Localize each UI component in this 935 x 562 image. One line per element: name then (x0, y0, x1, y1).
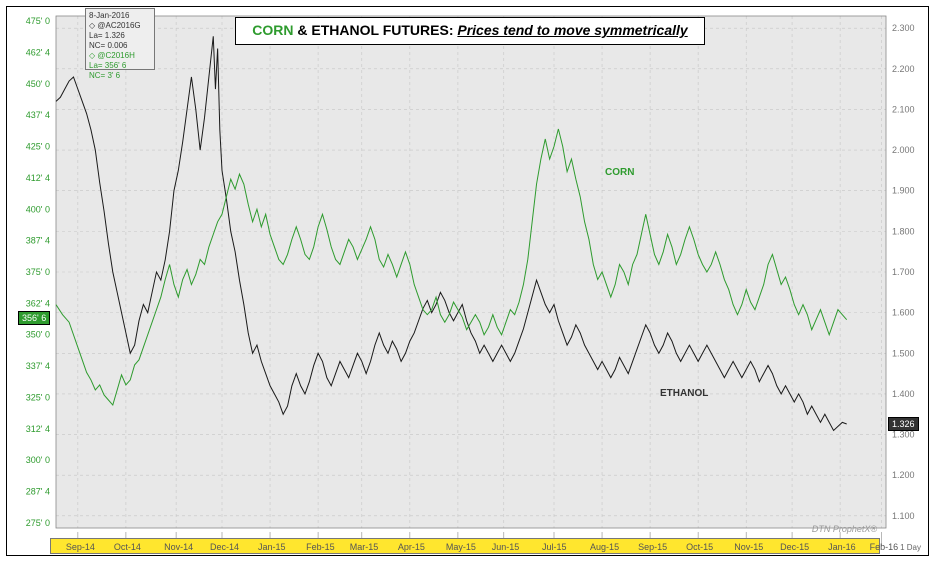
x-tick-label: Jan-15 (258, 542, 286, 552)
svg-text:1.600: 1.600 (892, 308, 915, 318)
svg-text:300' 0: 300' 0 (26, 455, 50, 465)
svg-text:400' 0: 400' 0 (26, 204, 50, 214)
x-tick-label: Dec-15 (780, 542, 809, 552)
legend-s1-nc: NC= 0.006 (89, 41, 151, 51)
x-tick-label: Feb-16 (870, 542, 899, 552)
svg-text:2.300: 2.300 (892, 23, 915, 33)
svg-text:1.300: 1.300 (892, 430, 915, 440)
svg-text:1.100: 1.100 (892, 511, 915, 521)
title-box: CORN & ETHANOL FUTURES: Prices tend to m… (235, 17, 705, 45)
corn-series-label: CORN (605, 167, 634, 178)
legend-box: 8-Jan-2016 ◇ @AC2016G La= 1.326 NC= 0.00… (85, 8, 155, 70)
svg-text:362' 4: 362' 4 (26, 298, 50, 308)
legend-s2-sym: ◇ @C2016H (89, 51, 151, 61)
title-corn: CORN (252, 22, 293, 38)
x-tick-label: May-15 (446, 542, 476, 552)
x-tick-label: Aug-15 (590, 542, 619, 552)
plot-area: 2.300 2.200 2.100 2.000 1.900 1.800 1.700 1.600… (6, 6, 929, 556)
title-rest: & ETHANOL FUTURES: (294, 22, 458, 38)
chart-svg: 2.300 2.200 2.100 2.000 1.900 1.800 1.700 1.600… (6, 6, 929, 556)
one-day-label: 1 Day (900, 543, 921, 552)
svg-text:325' 0: 325' 0 (26, 392, 50, 402)
title-sub: Prices tend to move symmetrically (457, 22, 687, 38)
svg-text:412' 4: 412' 4 (26, 173, 50, 183)
svg-text:437' 4: 437' 4 (26, 110, 50, 120)
left-axis-marker: 356' 6 (18, 311, 50, 325)
svg-text:275' 0: 275' 0 (26, 518, 50, 528)
legend-s1-sym: ◇ @AC2016G (89, 21, 151, 31)
svg-text:375' 0: 375' 0 (26, 267, 50, 277)
svg-text:2.200: 2.200 (892, 64, 915, 74)
x-tick-label: Oct-15 (686, 542, 713, 552)
svg-text:350' 0: 350' 0 (26, 330, 50, 340)
x-tick-label: Oct-14 (114, 542, 141, 552)
svg-text:1.400: 1.400 (892, 389, 915, 399)
legend-date: 8-Jan-2016 (89, 11, 151, 21)
svg-text:1.800: 1.800 (892, 226, 915, 236)
x-tick-label: Feb-15 (306, 542, 335, 552)
svg-text:1.900: 1.900 (892, 186, 915, 196)
legend-s2-la: La= 356' 6 (89, 61, 151, 71)
svg-text:2.000: 2.000 (892, 145, 915, 155)
svg-text:425' 0: 425' 0 (26, 142, 50, 152)
legend-s2-nc: NC= 3' 6 (89, 71, 151, 81)
svg-text:1.200: 1.200 (892, 470, 915, 480)
x-tick-label: Nov-15 (734, 542, 763, 552)
svg-text:1.500: 1.500 (892, 348, 915, 358)
right-axis-marker: 1.326 (888, 417, 919, 431)
svg-text:2.100: 2.100 (892, 104, 915, 114)
svg-text:387' 4: 387' 4 (26, 236, 50, 246)
watermark: DTN ProphetX® (812, 524, 877, 534)
x-tick-label: Nov-14 (164, 542, 193, 552)
x-tick-label: Apr-15 (398, 542, 425, 552)
svg-text:287' 4: 287' 4 (26, 487, 50, 497)
x-tick-label: Jul-15 (542, 542, 567, 552)
svg-text:450' 0: 450' 0 (26, 79, 50, 89)
svg-text:1.700: 1.700 (892, 267, 915, 277)
x-tick-label: Sep-15 (638, 542, 667, 552)
legend-s1-la: La= 1.326 (89, 31, 151, 41)
ethanol-series-label: ETHANOL (660, 388, 708, 399)
svg-text:337' 4: 337' 4 (26, 361, 50, 371)
x-tick-label: Dec-14 (210, 542, 239, 552)
x-tick-label: Sep-14 (66, 542, 95, 552)
x-tick-label: Jan-16 (828, 542, 856, 552)
svg-text:475' 0: 475' 0 (26, 16, 50, 26)
svg-text:312' 4: 312' 4 (26, 424, 50, 434)
x-tick-label: Jun-15 (492, 542, 520, 552)
x-tick-label: Mar-15 (350, 542, 379, 552)
svg-text:462' 4: 462' 4 (26, 47, 50, 57)
